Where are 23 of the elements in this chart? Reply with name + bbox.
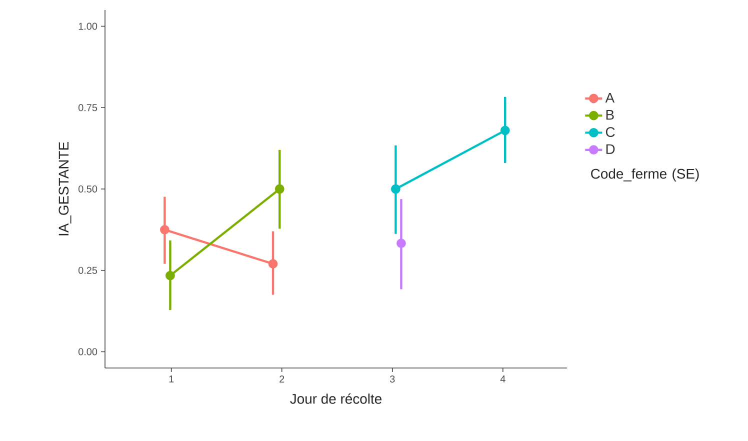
x-tick-label: 1	[169, 376, 174, 382]
point	[160, 224, 170, 234]
legend-label: B	[606, 110, 614, 120]
x-tick-label: 4	[500, 376, 506, 382]
point	[268, 259, 278, 269]
point	[274, 184, 284, 194]
legend-title: Code_ferme (SE)	[591, 168, 699, 182]
legend-label: D	[606, 144, 615, 154]
y-tick-label: 0.00	[78, 348, 98, 356]
y-tick-label: 0.75	[78, 104, 98, 112]
point	[500, 126, 510, 136]
x-tick-label: 3	[390, 376, 395, 383]
y-tick-label: 1.00	[78, 22, 98, 30]
y-tick-label: 0.50	[78, 185, 98, 193]
point	[166, 270, 175, 280]
point	[390, 184, 400, 194]
point	[396, 238, 406, 248]
x-tick-label: 2	[280, 376, 284, 382]
x-axis-title: Jour de récolte	[290, 393, 382, 404]
y-tick-label: 0.25	[78, 266, 98, 274]
legend-label: A	[605, 92, 615, 103]
y-axis-title: IA_GESTANTE	[58, 142, 72, 236]
legend-label: C	[606, 127, 615, 137]
